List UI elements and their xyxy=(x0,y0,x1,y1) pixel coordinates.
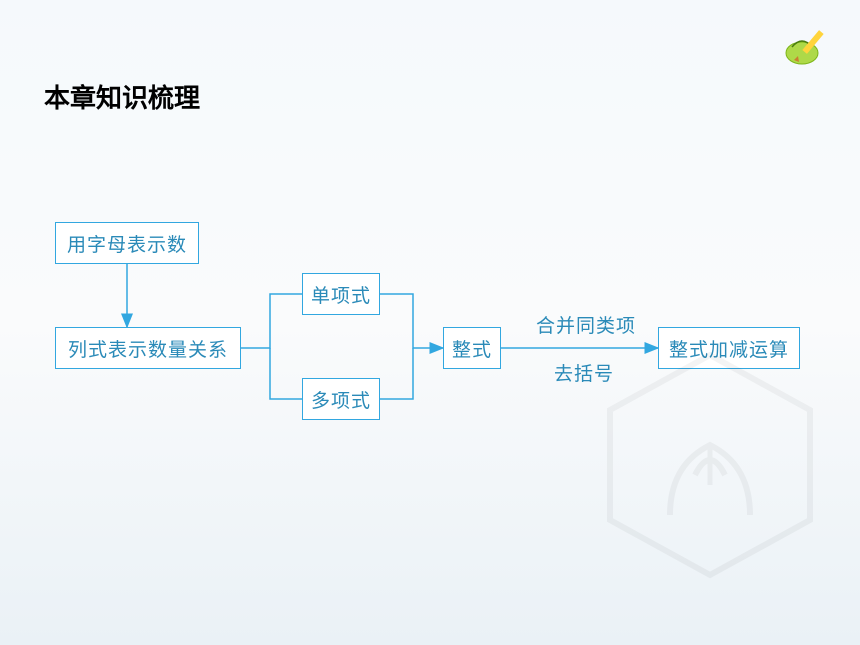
flowchart-node-n2: 列式表示数量关系 xyxy=(55,327,241,369)
flowchart-node-n3: 单项式 xyxy=(302,273,380,315)
flowchart-node-n5: 整式 xyxy=(443,327,501,369)
flowchart-node-n4: 多项式 xyxy=(302,378,380,420)
edge-label-0: 合并同类项 xyxy=(536,311,636,338)
watermark-icon xyxy=(600,345,820,585)
flowchart-node-n1: 用字母表示数 xyxy=(55,222,199,264)
